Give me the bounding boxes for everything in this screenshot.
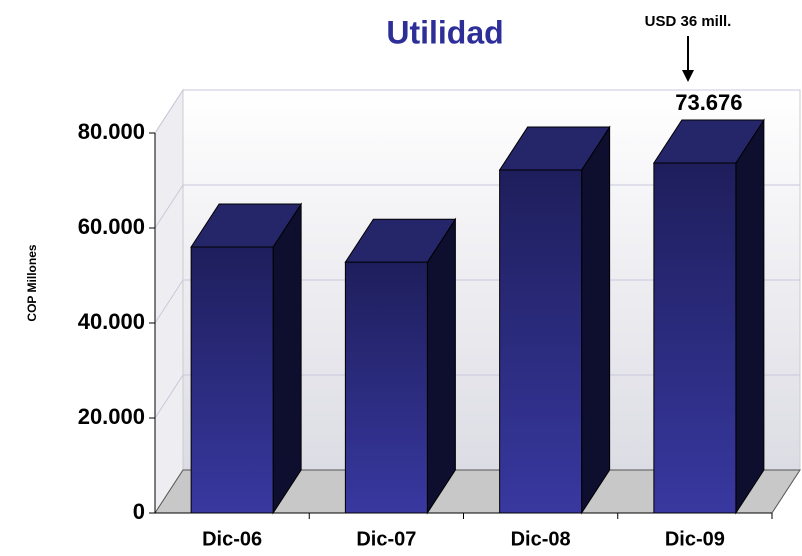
bar: [653, 162, 737, 514]
data-label: 73.676: [675, 90, 742, 115]
bar: [190, 246, 274, 514]
bar: [344, 261, 428, 514]
grid-line: [154, 279, 184, 324]
chart-title: Utilidad: [386, 14, 503, 50]
y-tick-label: 0: [133, 499, 145, 524]
grid-line: [154, 89, 184, 134]
x-tick-label: Dic-09: [665, 528, 725, 550]
bar-side: [581, 125, 611, 515]
y-tick-label: 80.000: [78, 119, 145, 144]
bar: [499, 169, 583, 514]
x-tick-label: Dic-08: [511, 528, 571, 550]
arrow-head: [682, 70, 694, 82]
y-tick-label: 60.000: [78, 214, 145, 239]
bar-side: [735, 118, 765, 515]
bar-side: [426, 217, 456, 515]
grid-line: [154, 374, 184, 419]
y-axis-label: COP Millones: [25, 244, 39, 321]
y-tick-label: 20.000: [78, 404, 145, 429]
x-tick-label: Dic-07: [356, 528, 416, 550]
annotation: USD 36 mill.: [645, 13, 732, 30]
y-tick-label: 40.000: [78, 309, 145, 334]
grid-line: [154, 184, 184, 229]
x-tick-label: Dic-06: [202, 528, 262, 550]
bar-side: [272, 202, 302, 515]
